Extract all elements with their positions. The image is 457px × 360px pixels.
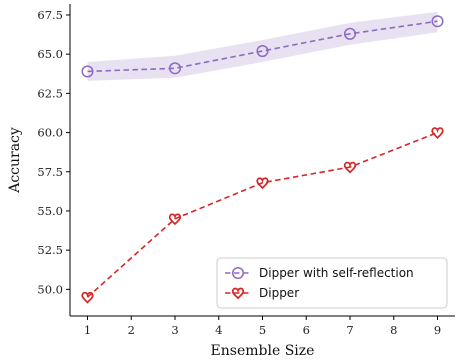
series-2-point bbox=[343, 161, 357, 174]
series-1-line bbox=[87, 20, 438, 73]
y-axis-title: Accuracy bbox=[7, 127, 23, 194]
y-tick-label: 57.5 bbox=[37, 165, 63, 179]
y-tick-label: 65.0 bbox=[37, 47, 63, 61]
axes: 1 2 3 4 5 6 7 8 9 50.0 52.5 55.0 57.5 60.0 62.5 65.0 67.… bbox=[7, 4, 455, 359]
series-1-point bbox=[168, 62, 182, 75]
y-tick-label: 67.5 bbox=[37, 8, 63, 22]
x-tick-label: 6 bbox=[303, 323, 310, 337]
x-tick-label: 1 bbox=[84, 323, 91, 337]
y-tick-label: 52.5 bbox=[37, 243, 63, 257]
legend: Dipper with self-reflection Dipper bbox=[216, 257, 448, 309]
series-1-point bbox=[81, 65, 94, 78]
legend-marker-1 bbox=[231, 266, 245, 280]
x-tick-label: 4 bbox=[215, 323, 222, 337]
y-tick-label: 60.0 bbox=[37, 126, 63, 140]
series-2-point bbox=[81, 291, 94, 304]
legend-box bbox=[216, 257, 448, 309]
legend-marker-2 bbox=[231, 287, 245, 300]
series-2-point bbox=[168, 213, 182, 226]
series-1-point bbox=[343, 27, 357, 40]
legend-label-1: Dipper with self-reflection bbox=[259, 266, 414, 280]
x-tick-label: 7 bbox=[346, 323, 353, 337]
y-tick-label: 50.0 bbox=[37, 282, 63, 296]
series-1-point bbox=[256, 44, 269, 58]
legend-label-2: Dipper bbox=[259, 286, 299, 300]
series-1-point bbox=[431, 15, 444, 28]
y-tick-label: 55.0 bbox=[37, 204, 63, 218]
x-tick-label: 9 bbox=[434, 323, 441, 337]
x-tick-label: 2 bbox=[128, 323, 135, 337]
x-tick-label: 3 bbox=[171, 323, 178, 337]
x-tick-label: 8 bbox=[390, 323, 397, 337]
x-axis-title: Ensemble Size bbox=[211, 343, 315, 359]
x-tick-label: 5 bbox=[259, 323, 266, 337]
y-tick-label: 62.5 bbox=[37, 86, 63, 100]
series-2-point bbox=[256, 177, 269, 190]
series-2-point bbox=[431, 127, 444, 140]
plot-area bbox=[81, 11, 444, 304]
